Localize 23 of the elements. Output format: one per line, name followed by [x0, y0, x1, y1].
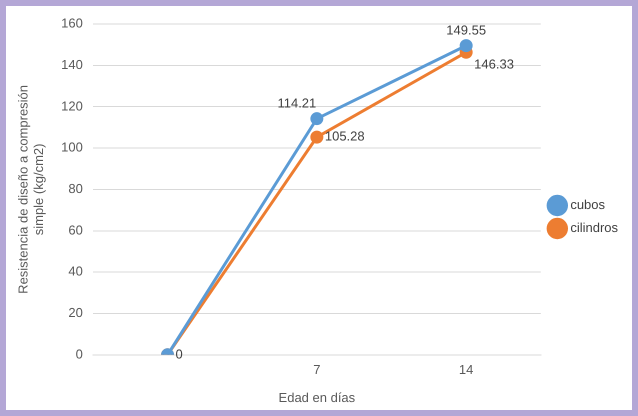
point [310, 112, 324, 126]
y-tick-label: 40 [68, 264, 83, 279]
data-label: 0 [176, 346, 183, 362]
data-label: 146.33 [474, 56, 514, 72]
y-tick-label: 0 [76, 346, 83, 362]
legend-label: cilindros [570, 220, 618, 236]
data-label: 149.55 [446, 22, 486, 38]
data-label: 105.28 [324, 128, 365, 144]
legend-label: cubos [570, 197, 606, 212]
x-tick-label: 14 [458, 362, 474, 378]
y-tick-label: 80 [68, 180, 83, 196]
y-tick-label: 60 [68, 222, 83, 238]
y-tick-label: 120 [61, 98, 83, 114]
point [460, 39, 473, 52]
x-axis-title: Edad en días [278, 390, 356, 405]
y-tick-label: 160 [61, 16, 83, 31]
y-tick-label: 140 [61, 56, 83, 72]
y-axis-title: Resistencia de diseño a compresión simple (kg/cm2) [15, 84, 46, 294]
x-tick-label: 7 [313, 362, 320, 378]
y-tick-label: 100 [61, 140, 83, 155]
y-tick-label: 20 [68, 305, 83, 320]
data-label: 114.21 [277, 96, 316, 111]
point [310, 130, 324, 144]
